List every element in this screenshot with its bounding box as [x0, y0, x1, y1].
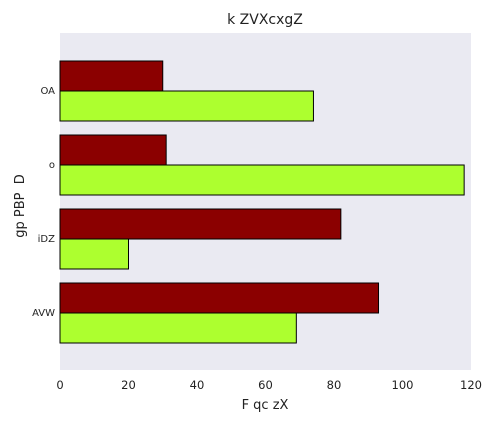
- chart-title: k ZVXcxgZ: [227, 12, 303, 28]
- bar-iDZ-series-1: [60, 209, 341, 239]
- x-tick-label: 60: [258, 378, 273, 392]
- bar-OA-series-1: [60, 61, 163, 91]
- bar-AVW-series-1: [60, 283, 379, 313]
- y-tick-label: iDZ: [38, 234, 55, 245]
- x-tick-label: 0: [56, 378, 63, 392]
- x-tick-label: 100: [392, 378, 414, 392]
- x-axis-label: F qc zX: [242, 398, 289, 413]
- bar-iDZ-series-2: [60, 239, 129, 269]
- x-tick-labels: 0 20 40 60 80 100 120: [56, 378, 482, 392]
- bar-AVW-series-2: [60, 313, 296, 343]
- y-tick-label: AVW: [32, 308, 55, 319]
- y-tick-label: OA: [40, 86, 55, 97]
- y-axis-label: gp PBP D: [13, 174, 28, 238]
- x-tick-label: 120: [460, 378, 482, 392]
- y-tick-label: o: [49, 160, 55, 171]
- y-tick-labels: OA o iDZ AVW: [32, 86, 55, 319]
- x-tick-label: 20: [121, 378, 136, 392]
- x-tick-label: 40: [190, 378, 205, 392]
- x-tick-label: 80: [327, 378, 342, 392]
- bar-o-series-2: [60, 165, 464, 195]
- bar-o-series-1: [60, 135, 166, 165]
- bar-OA-series-2: [60, 91, 313, 121]
